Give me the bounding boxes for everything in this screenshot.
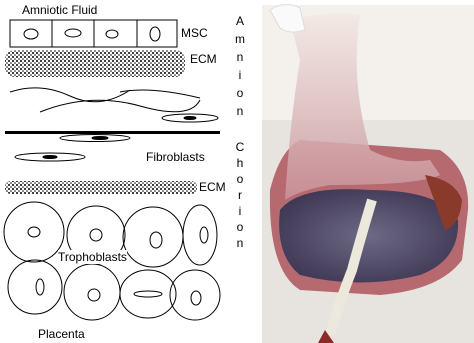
trophoblast-cells (3, 201, 221, 321)
label: Placenta (38, 327, 85, 341)
label: Trophoblasts (58, 250, 127, 264)
label: MSC (181, 26, 208, 40)
label: Amniotic Fluid (22, 3, 98, 17)
label: ECM (199, 180, 226, 194)
wavy-fibers (9, 87, 219, 123)
divider (5, 131, 220, 134)
layer-label: Chorion (233, 140, 247, 252)
layer-label: Amnion (233, 14, 247, 122)
amnion-cells (9, 19, 178, 48)
label: ECM (190, 52, 217, 66)
label: Fibroblasts (146, 150, 205, 164)
photo (262, 4, 474, 343)
ecm-band (5, 50, 185, 77)
fibroblast-cells (14, 134, 131, 162)
ecm-band (5, 181, 197, 194)
